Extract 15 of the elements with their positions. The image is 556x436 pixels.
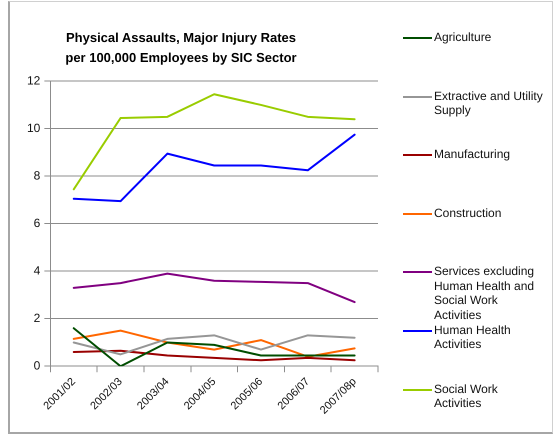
legend-label: Services excluding Human Health and Social Work Activities <box>434 264 536 322</box>
legend-label: Construction <box>434 206 502 220</box>
y-tick-label: 10 <box>26 121 41 136</box>
y-tick-label: 2 <box>34 311 41 326</box>
y-tick-label: 12 <box>26 74 41 88</box>
y-tick-label: 0 <box>34 358 41 373</box>
legend-label: Agriculture <box>434 30 492 44</box>
y-tick-label: 8 <box>34 168 41 183</box>
legend-label: Human Health Activities <box>434 322 512 352</box>
legend-label: Extractive and Utility Supply <box>434 88 544 118</box>
legend-label: Social Work Activities <box>434 382 499 411</box>
y-tick-label: 4 <box>34 264 41 278</box>
chart-title: Physical Assaults, Major Injury Rates per 100,000 Employees by SIC Sector <box>64 29 298 67</box>
legend-label: Manufacturing <box>434 147 512 162</box>
y-tick-label: 6 <box>34 216 41 230</box>
